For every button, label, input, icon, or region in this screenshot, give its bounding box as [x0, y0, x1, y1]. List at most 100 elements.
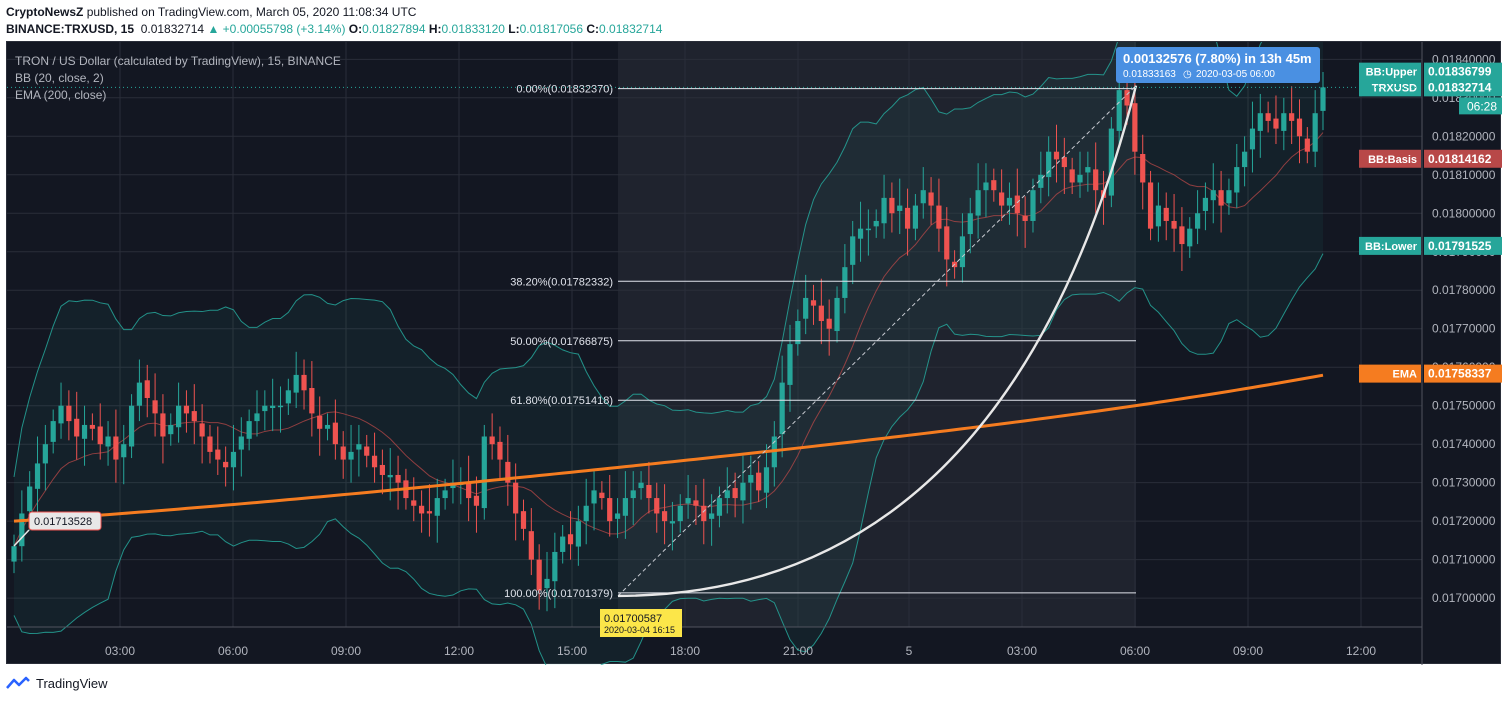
- legend-ema[interactable]: EMA (200, close): [15, 88, 107, 102]
- low-value: 0.01817056: [519, 22, 584, 36]
- candle-body: [1304, 138, 1310, 152]
- candle-body: [34, 463, 41, 489]
- candle-body: [442, 490, 448, 499]
- candle-body: [466, 482, 472, 499]
- last-price-value-tag: [1424, 78, 1502, 97]
- candle-body: [1046, 151, 1052, 178]
- candle-body: [207, 436, 213, 452]
- candle-body: [434, 498, 440, 516]
- candle-body: [136, 382, 143, 406]
- bb-lower-value-tag: [1424, 236, 1502, 255]
- candle-body: [1320, 87, 1326, 111]
- candle-body: [991, 180, 997, 191]
- x-tick-label: 03:00: [105, 644, 135, 658]
- candle-body: [1085, 167, 1091, 173]
- candle-body: [128, 405, 135, 447]
- candle-body: [89, 424, 95, 429]
- candle-body: [959, 236, 966, 268]
- x-tick-label: 09:00: [1233, 644, 1263, 658]
- bb-basis-label-text: BB:Basis: [1368, 154, 1417, 166]
- candle-body: [1093, 169, 1099, 191]
- candle-body: [176, 405, 182, 428]
- candle-body: [364, 446, 370, 456]
- candle-body: [834, 297, 840, 332]
- candle-body: [897, 205, 903, 211]
- candle-body: [889, 197, 895, 214]
- candle-body: [19, 513, 25, 547]
- candle-body: [191, 411, 197, 422]
- candle-body: [74, 418, 80, 437]
- candle-body: [332, 422, 338, 445]
- candle-body: [1124, 90, 1130, 106]
- candle-body: [1077, 174, 1083, 183]
- candle-body: [756, 472, 762, 491]
- candle-body: [599, 492, 605, 499]
- candle-body: [552, 551, 558, 582]
- candle-body: [857, 228, 864, 239]
- candle-body: [1155, 205, 1161, 227]
- candle-body: [748, 474, 754, 483]
- candle-body: [920, 190, 926, 204]
- bollinger-lower-line: [13, 253, 1324, 665]
- candle-body: [685, 498, 691, 504]
- candle-body: [1014, 195, 1020, 214]
- candle-body: [1234, 167, 1240, 193]
- chart-pane[interactable]: 0.00%(0.01832370) 38.20%(0.01782332) 50.00…: [6, 41, 1502, 665]
- last-price-label-tag: [1359, 78, 1421, 97]
- candle-body: [630, 490, 636, 499]
- x-tick-label: 09:00: [331, 644, 361, 658]
- x-tick-label: 12:00: [1346, 644, 1376, 658]
- candle-body: [121, 444, 127, 458]
- candle-body: [1281, 113, 1287, 131]
- candle-body: [1147, 182, 1154, 229]
- candle-body: [1171, 220, 1177, 229]
- author-name[interactable]: CryptoNewsZ: [6, 5, 84, 19]
- open-label: O:: [348, 22, 363, 36]
- fib-level-label: 0.00%(0.01832370): [516, 84, 613, 96]
- candle-body: [371, 455, 378, 468]
- candle-body: [293, 374, 299, 393]
- candle-body: [58, 405, 64, 424]
- last-price: 0.01832714: [140, 22, 205, 36]
- y-tick-label: 0.01740000: [1432, 437, 1496, 451]
- candle-body: [183, 405, 190, 414]
- candle-body: [912, 205, 919, 229]
- candle-body: [309, 387, 315, 414]
- y-tick-label: 0.01750000: [1432, 399, 1496, 413]
- candle-body: [387, 474, 393, 478]
- candle-body: [1006, 197, 1013, 206]
- candle-body: [818, 305, 824, 322]
- last-price-label-text: TRXUSD: [1372, 82, 1417, 94]
- tradingview-logo-icon[interactable]: [6, 676, 30, 690]
- candle-body: [709, 513, 715, 519]
- candle-body: [1187, 228, 1193, 247]
- candle-body: [11, 546, 17, 562]
- change-value: +0.00055798 (+3.14%): [222, 22, 346, 36]
- legend-bb[interactable]: BB (20, close, 2): [15, 71, 104, 85]
- fib-level-label: 61.80%(0.01751418): [510, 395, 613, 407]
- chart-canvas[interactable]: 0.00%(0.01832370)38.20%(0.01782332)50.00…: [7, 42, 1502, 665]
- x-tick-label: 03:00: [1007, 644, 1037, 658]
- footer-brand[interactable]: TradingView: [36, 675, 108, 691]
- candle-body: [842, 267, 848, 298]
- trend-line: [617, 85, 1137, 597]
- candle-body: [520, 511, 527, 529]
- low-price-box: [600, 609, 682, 637]
- symbol-label: BINANCE:TRXUSD, 15: [6, 22, 135, 36]
- ohlc-line: BINANCE:TRXUSD, 15 0.01832714 ▲ +0.00055…: [6, 21, 662, 37]
- candle-body: [418, 505, 425, 514]
- x-tick-label: 5: [906, 644, 913, 658]
- candle-body: [160, 413, 166, 437]
- candle-body: [1108, 128, 1114, 196]
- candle-body: [426, 511, 433, 514]
- candle-body: [27, 486, 33, 512]
- candle-body: [340, 446, 346, 460]
- candle-body: [701, 505, 707, 522]
- candle-body: [1069, 169, 1075, 183]
- start-price-text: 0.01713528: [34, 516, 92, 528]
- bollinger-basis-line: [13, 132, 1324, 547]
- candle-body: [536, 559, 542, 591]
- candle-body: [803, 297, 809, 319]
- candle-body: [1030, 190, 1036, 221]
- range-date-text: 2020-03-05 06:00: [1196, 69, 1275, 80]
